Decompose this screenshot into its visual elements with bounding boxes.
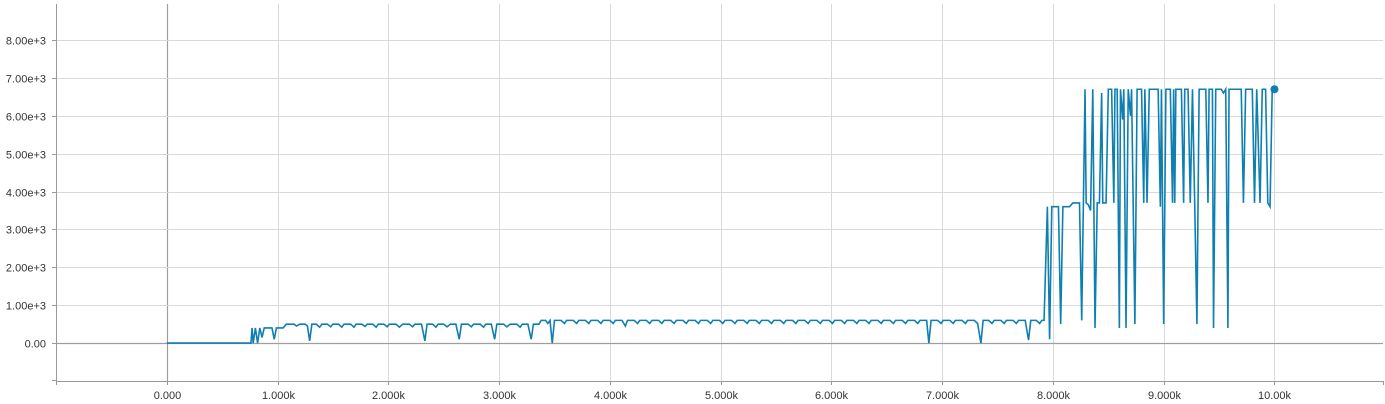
y-tick-label: 2.00e+3 — [6, 263, 46, 275]
y-tick-label: 0.00 — [25, 339, 46, 351]
series-last-point-marker — [1270, 85, 1279, 94]
x-tick-label: 3.000k — [483, 390, 517, 402]
x-tick-label: 5.000k — [705, 390, 739, 402]
x-tick-label: 8.000k — [1037, 390, 1071, 402]
y-tick-label: 8.00e+3 — [6, 36, 46, 48]
y-tick-label: 3.00e+3 — [6, 225, 46, 237]
x-tick-label: 6.000k — [815, 390, 849, 402]
y-tick-label: 5.00e+3 — [6, 150, 46, 162]
x-tick-label: 7.000k — [926, 390, 960, 402]
y-tick-label: 7.00e+3 — [6, 74, 46, 86]
y-tick-label: 1.00e+3 — [6, 301, 46, 313]
x-tick-label: 0.000 — [154, 390, 182, 402]
x-tick-label: 2.000k — [372, 390, 406, 402]
y-tick-label: 4.00e+3 — [6, 188, 46, 200]
tick-labels: 0.000 1.000k 2.000k 3.000k 4.000k 5.000k 6.000… — [6, 36, 1292, 403]
grid — [56, 4, 1383, 381]
x-tick-label: 1.000k — [262, 390, 296, 402]
series-line — [166, 86, 1275, 344]
axes — [52, 4, 1384, 385]
x-tick-label: 9.000k — [1148, 390, 1182, 402]
x-tick-label: 4.000k — [594, 390, 628, 402]
series-layer — [166, 85, 1279, 344]
x-tick-label: 10.00k — [1258, 390, 1292, 402]
y-tick-label: 6.00e+3 — [6, 112, 46, 124]
